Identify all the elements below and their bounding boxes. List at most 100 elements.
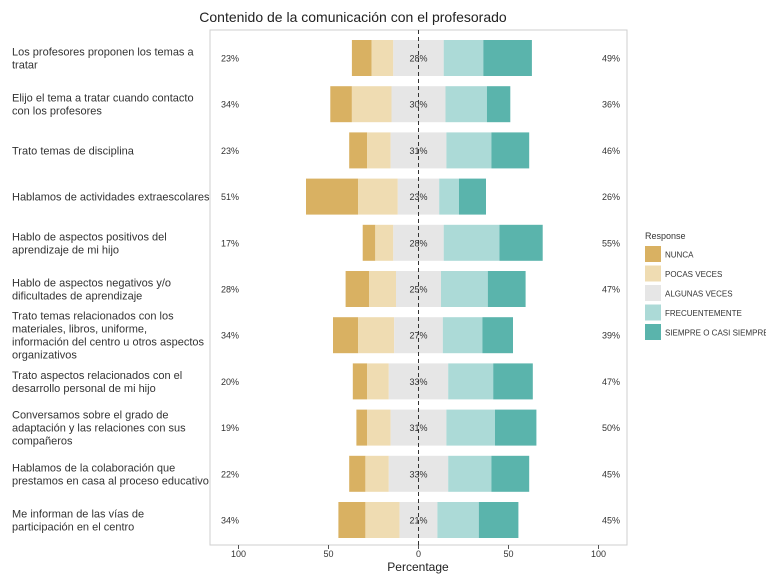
bar-segment [358, 317, 395, 354]
item-label: Trato temas de disciplina [12, 145, 135, 157]
bar-segment [351, 40, 372, 76]
bar-segment [439, 178, 459, 215]
bar-segment [365, 455, 389, 492]
bar-segment [443, 40, 484, 76]
center-pct-label: 33% [409, 469, 427, 479]
bar-segment [356, 409, 368, 446]
item-label: información del centro u otros aspectos [12, 337, 204, 349]
bar-segment [459, 178, 486, 215]
left-pct-label: 34% [221, 516, 239, 526]
center-pct-label: 25% [409, 285, 427, 295]
bar-segment [478, 502, 519, 538]
bar-segment [349, 132, 368, 169]
item-label: compañeros [12, 436, 73, 448]
bar-segment [491, 132, 530, 169]
left-pct-label: 28% [221, 285, 239, 295]
right-pct-label: 36% [602, 100, 620, 110]
item-label: Trato aspectos relacionados con el [12, 370, 182, 382]
x-tick-label: 100 [231, 549, 246, 559]
x-tick-label: 50 [323, 549, 333, 559]
legend-entry: SIEMPRE O CASI SIEMPRE [665, 329, 766, 338]
bar-segment [367, 363, 389, 400]
bar-segment [371, 40, 394, 76]
x-axis: 100 50 0 50 100 [231, 545, 606, 559]
legend-entry: FRECUENTEMENTE [665, 309, 742, 318]
left-pct-label: 19% [221, 423, 239, 433]
legend-swatch [645, 265, 661, 282]
item-label: Hablo de aspectos positivos del [12, 231, 167, 243]
x-tick-label: 0 [416, 549, 421, 559]
right-pct-label: 49% [602, 54, 620, 64]
bar-segment [345, 271, 369, 307]
right-pct-label: 26% [602, 192, 620, 202]
bar-segment [349, 455, 366, 492]
bar-segment [491, 455, 530, 492]
legend-entry: POCAS VECES [665, 270, 722, 279]
item-label: organizativos [12, 350, 77, 362]
item-label: con los profesores [12, 106, 102, 118]
right-pct-label: 50% [602, 423, 620, 433]
item-label: prestamos en casa al proceso educativo [12, 475, 209, 487]
bar-segment [483, 40, 532, 76]
bar-segment [351, 86, 392, 123]
bar-segment [443, 224, 500, 261]
bar-segment [306, 178, 359, 215]
bar-segment [446, 409, 495, 446]
legend: Response NUNCA POCAS VECES ALGUNAS VECES FR… [645, 231, 766, 340]
center-pct-label: 28% [409, 238, 427, 248]
center-pct-label: 21% [409, 516, 427, 526]
bar-segment [446, 132, 492, 169]
bar-segment [338, 502, 366, 538]
bar-segment [442, 317, 483, 354]
bar-segment [495, 409, 537, 446]
item-label: Me informan de las vías de [12, 509, 144, 521]
bar-segment [362, 224, 376, 261]
bar-segment [358, 178, 398, 215]
center-pct-label: 31% [409, 146, 427, 156]
bar-segment [499, 224, 543, 261]
x-tick-label: 100 [591, 549, 606, 559]
left-pct-label: 17% [221, 238, 239, 248]
bar-segment [437, 502, 479, 538]
left-pct-label: 22% [221, 469, 239, 479]
pct-labels: 23% 28% 49% 34% 30% 36% 23% 31% 46% 51% 23% 26% 17% 2… [221, 54, 620, 526]
bar-segment [448, 455, 492, 492]
bar-segment [448, 363, 494, 400]
center-pct-label: 28% [409, 54, 427, 64]
item-label: Hablamos de actividades extraescolares [12, 192, 210, 204]
center-pct-label: 30% [409, 100, 427, 110]
right-pct-label: 47% [602, 377, 620, 387]
item-label: participación en el centro [12, 522, 134, 534]
bar-segment [367, 409, 391, 446]
right-pct-label: 46% [602, 146, 620, 156]
item-label: Hablamos de la colaboración que [12, 462, 175, 474]
bar-segment [330, 86, 352, 123]
x-axis-title: Percentage [387, 560, 449, 574]
left-pct-label: 51% [221, 192, 239, 202]
bar-segment [333, 317, 359, 354]
left-pct-label: 20% [221, 377, 239, 387]
left-pct-label: 23% [221, 54, 239, 64]
legend-swatch [645, 324, 661, 340]
item-label: adaptación y las relaciones con sus [12, 423, 186, 435]
right-pct-label: 47% [602, 285, 620, 295]
right-pct-label: 55% [602, 238, 620, 248]
legend-swatch [645, 246, 661, 262]
bar-segment [487, 271, 526, 307]
bar-segment [441, 271, 488, 307]
item-label: Trato temas relacionados con los [12, 311, 174, 323]
legend-entry: ALGUNAS VECES [665, 290, 733, 299]
right-pct-label: 45% [602, 469, 620, 479]
bar-segment [445, 86, 487, 123]
left-pct-label: 34% [221, 331, 239, 341]
bar-segment [352, 363, 368, 400]
center-pct-label: 27% [409, 331, 427, 341]
right-pct-label: 39% [602, 331, 620, 341]
bar-segment [367, 132, 391, 169]
chart-title: Contenido de la comunicación con el prof… [199, 9, 507, 25]
item-label: Los profesores proponen los temas a [12, 47, 194, 59]
bar-segment [375, 224, 394, 261]
legend-swatch [645, 304, 661, 321]
left-pct-label: 23% [221, 146, 239, 156]
